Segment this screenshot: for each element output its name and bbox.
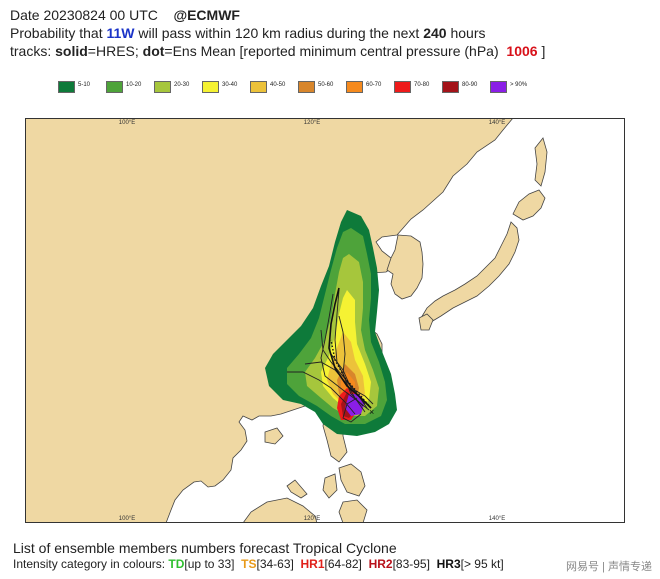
borneo [242,497,318,523]
hr1-label: HR1 [300,557,325,571]
ens-mean-track [330,339,372,409]
title-text: hours [450,25,486,41]
title-line-2: Probability that 11W will pass within 12… [10,25,486,42]
palawan [286,479,308,499]
hr3-label: HR3 [436,557,461,571]
solid-label: solid [55,43,88,59]
storm-marker: × [369,407,374,417]
hokkaido [512,189,546,221]
dot-label: dot [142,43,165,59]
kyushu [418,313,434,331]
title-text: =HRES; [87,43,139,59]
legend-swatch [490,81,507,93]
lon-label-bottom: 100°E [119,516,135,522]
legend-label: 10-20 [126,82,142,88]
legend-label: > 90% [510,82,528,88]
watermark: 网易号 | 声情专递 [566,561,652,573]
legend-label: 20-30 [174,82,190,88]
sakhalin [534,137,548,187]
storm-id: 11W [106,25,135,41]
forecast-hours: 240 [423,25,447,41]
title-text: will pass within 120 km radius during th… [138,25,420,41]
title-text: Probability that [10,25,103,41]
map-frame [25,118,625,523]
hr2-label: HR2 [368,557,393,571]
ts-label: TS [241,557,257,571]
pressure-value: 1006 [506,43,538,59]
legend-swatch [58,81,75,93]
hres-track [328,287,372,409]
lon-label-top: 100°E [119,120,135,126]
forecast-date: Date 20230824 00 UTC [10,7,158,23]
legend-label: 80-90 [462,82,478,88]
legend-swatch [202,81,219,93]
lon-label-bottom: 120°E [304,516,320,522]
lon-label-top: 120°E [304,120,320,126]
source-label: @ECMWF [173,7,240,23]
probability-map: × 100°E120°E140°E100°E120°E140°E50°N40°N… [25,118,625,523]
legend-swatch [106,81,123,93]
td-range: [up to 33] [184,557,235,571]
footer-categories: Intensity category in colours: TD[up to … [13,557,504,571]
footer-text: Intensity category in colours: [13,557,166,571]
legend-label: 50-60 [318,82,334,88]
hr2-range: [83-95] [392,557,430,571]
legend-swatch [250,81,267,93]
lon-label-top: 140°E [489,120,505,126]
japan [420,221,520,323]
hainan [264,427,284,445]
axis-labels: 100°E120°E140°E100°E120°E140°E50°N40°N30… [119,120,505,522]
legend-swatch [442,81,459,93]
legend-label: 60-70 [366,82,382,88]
hr1-range: [64-82] [324,557,362,571]
legend-label: 40-50 [270,82,286,88]
hr3-range: [> 95 kt] [460,557,504,571]
title-line-1: Date 20230824 00 UTC @ECMWF [10,7,240,24]
legend-label: 70-80 [414,82,430,88]
legend-swatch [346,81,363,93]
legend-swatch [154,81,171,93]
philippine-islands [322,463,368,523]
title-text: ] [541,43,546,59]
title-text: =Ens Mean [reported minimum central pres… [164,43,499,59]
title-line-3: tracks: solid=HRES; dot=Ens Mean [report… [10,43,545,60]
footer-title: List of ensemble members numbers forecas… [13,540,397,556]
td-label: TD [168,557,185,571]
legend-label: 30-40 [222,82,238,88]
legend-swatch [298,81,315,93]
title-text: tracks: [10,43,52,59]
lon-label-bottom: 140°E [489,516,505,522]
legend-swatch [394,81,411,93]
korean-peninsula [386,234,424,300]
ts-range: [34-63] [256,557,294,571]
legend-label: 5-10 [78,82,91,88]
